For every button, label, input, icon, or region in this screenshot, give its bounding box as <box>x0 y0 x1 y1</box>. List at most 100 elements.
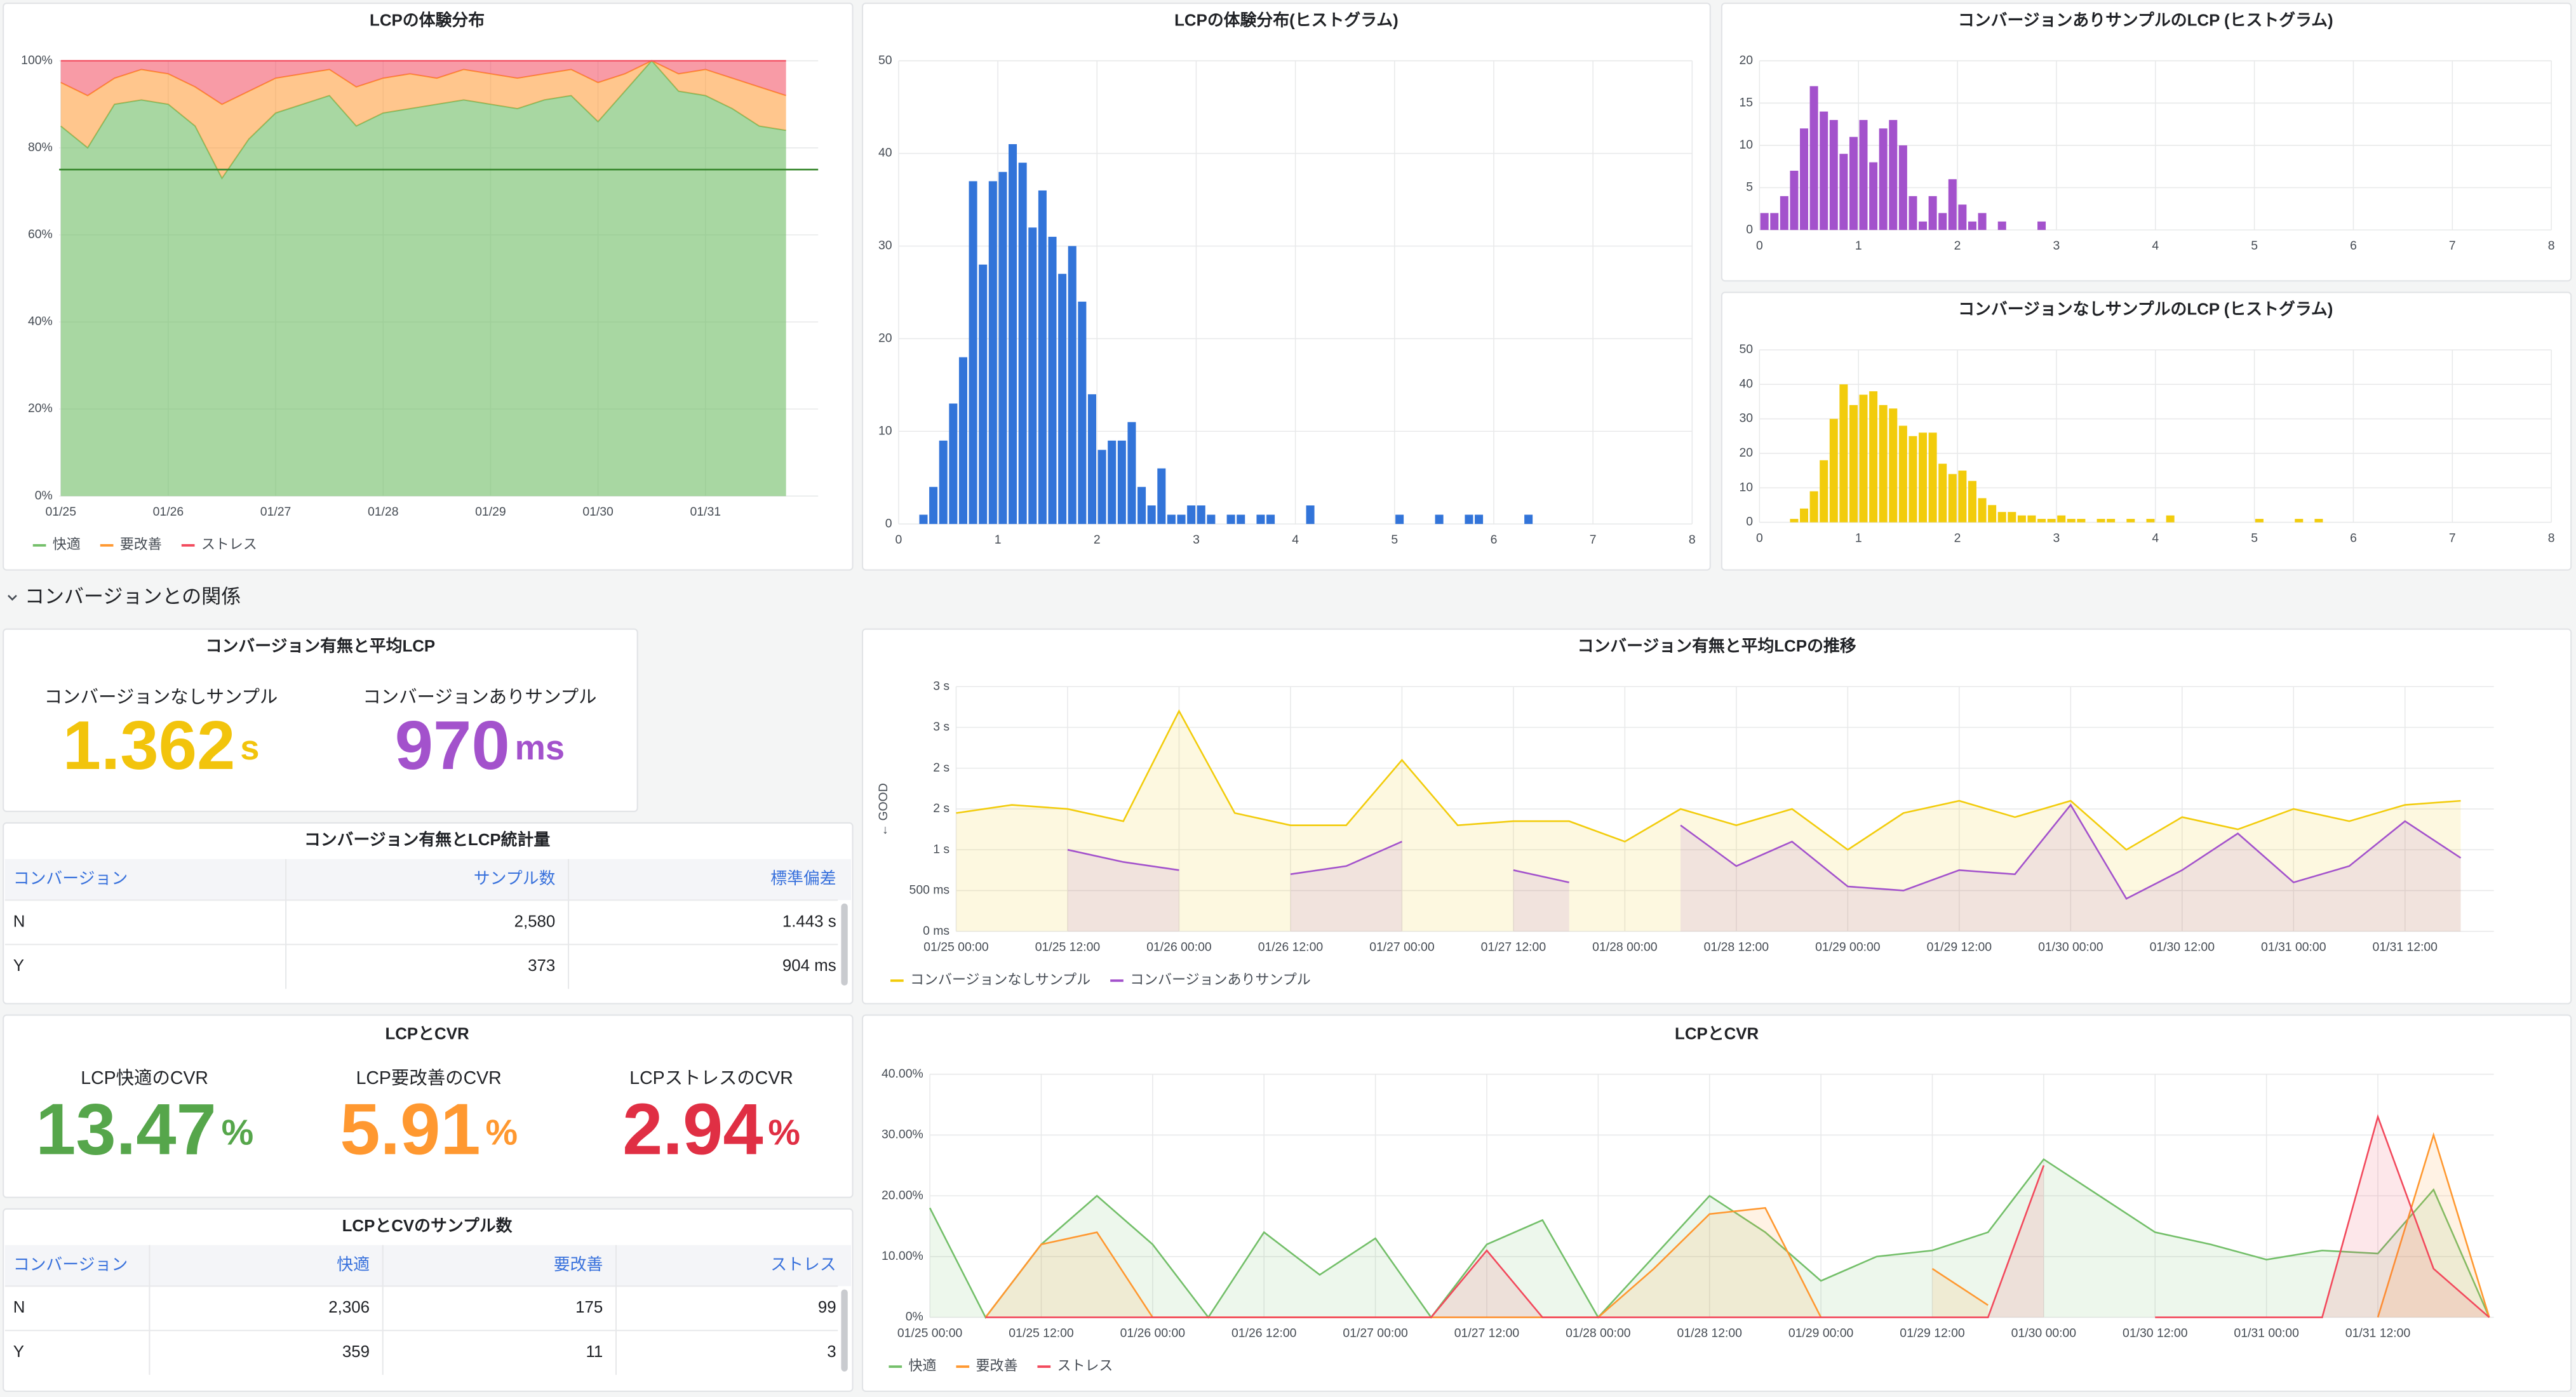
bar <box>1978 213 1987 231</box>
y-tick-label: 0 <box>885 516 892 530</box>
bar <box>1988 505 1997 523</box>
y-tick-label: 10 <box>878 424 892 438</box>
bar <box>1475 514 1484 525</box>
x-tick-label: 01/27 00:00 <box>1343 1327 1408 1340</box>
x-tick-label: 01/29 12:00 <box>1900 1327 1965 1340</box>
x-tick-label: 01/25 12:00 <box>1035 940 1101 954</box>
bar <box>969 181 977 525</box>
legend-label: ストレス <box>201 537 257 552</box>
area <box>60 60 786 497</box>
x-tick-label: 01/25 00:00 <box>923 940 989 954</box>
stat-unit: % <box>485 1112 518 1153</box>
stat-number: 5.91 <box>340 1089 480 1170</box>
y-tick-label: 20 <box>1739 446 1753 460</box>
bar <box>1117 440 1126 525</box>
bar <box>929 486 938 525</box>
x-tick-label: 01/29 12:00 <box>1927 940 1992 954</box>
y-tick-label: 0 <box>1746 515 1753 529</box>
table-cell: 373 <box>528 957 555 975</box>
bar <box>2096 519 2105 523</box>
table-header: 標準偏差 <box>770 869 836 888</box>
y-tick-label: 20 <box>878 331 892 345</box>
bar <box>2008 512 2016 523</box>
x-tick-label: 6 <box>1491 533 1498 547</box>
stat-number: 2.94 <box>622 1089 763 1170</box>
bar <box>2166 515 2175 523</box>
bar <box>1237 514 1245 525</box>
panel-title: コンバージョンなしサンプルのLCP (ヒストグラム) <box>1958 300 2333 319</box>
table-header-bg <box>4 1245 851 1287</box>
x-tick-label: 01/30 00:00 <box>2038 940 2103 954</box>
bar <box>1898 425 1907 523</box>
bar <box>1968 481 1976 523</box>
y-tick-label: 15 <box>1739 95 1753 109</box>
x-tick-label: 3 <box>1193 533 1200 547</box>
table-header: ストレス <box>770 1256 836 1274</box>
line <box>1290 841 1402 876</box>
bar <box>1226 514 1235 525</box>
bar <box>1889 408 1898 523</box>
x-tick-label: 3 <box>2053 239 2060 253</box>
x-tick-label: 01/31 00:00 <box>2234 1327 2299 1340</box>
y-tick-label: 3 s <box>933 720 949 734</box>
bar <box>2017 515 2026 523</box>
panel <box>3 822 854 1005</box>
y-tick-label: 2 s <box>933 761 949 775</box>
y-tick-label: 0% <box>35 488 53 502</box>
scrollbar <box>841 903 848 986</box>
x-tick-label: 5 <box>2251 239 2258 253</box>
bar <box>1938 213 1947 231</box>
bar <box>958 357 967 525</box>
x-tick-label: 01/26 <box>153 505 184 519</box>
bar <box>1800 508 1809 523</box>
legend-label: 快適 <box>908 1358 936 1374</box>
line <box>1680 803 2462 900</box>
legend-label: 要改善 <box>120 537 162 552</box>
x-tick-label: 5 <box>1391 533 1398 547</box>
panel <box>3 1208 854 1392</box>
area-fill <box>1513 870 1569 932</box>
bar <box>2057 515 2066 523</box>
y-tick-label: 100% <box>21 53 53 67</box>
section-title[interactable]: コンバージョンとの関係 <box>25 585 241 608</box>
area-fill <box>2155 1116 2490 1318</box>
x-tick-label: 1 <box>1855 239 1862 253</box>
bar <box>919 514 928 525</box>
x-tick-label: 7 <box>2449 531 2456 545</box>
panel-title: LCPの体験分布(ヒストグラム) <box>1174 11 1399 29</box>
bar <box>1256 514 1265 525</box>
line <box>1513 869 1569 883</box>
bar <box>2255 519 2264 523</box>
line <box>1931 1267 1989 1306</box>
bar <box>1790 170 1799 231</box>
y-tick-label: 30 <box>1739 411 1753 425</box>
stat-number: 1.362 <box>63 707 236 784</box>
bar <box>1078 302 1087 525</box>
x-tick-label: 0 <box>1756 531 1763 545</box>
bar <box>1928 432 1937 523</box>
bar <box>1058 274 1067 525</box>
bar <box>1167 514 1176 525</box>
bar <box>1009 144 1017 525</box>
panel <box>3 628 638 812</box>
bar <box>939 440 948 525</box>
area-fill <box>930 1159 2490 1318</box>
panel-title: LCPとCVのサンプル数 <box>342 1217 513 1235</box>
table-header: コンバージョン <box>13 1256 128 1274</box>
x-tick-label: 2 <box>1954 531 1961 545</box>
stat-label: LCP要改善のCVR <box>356 1068 502 1088</box>
bar <box>2295 519 2304 523</box>
chevron[interactable] <box>8 594 17 601</box>
table-cell: 2,306 <box>328 1299 370 1316</box>
bar <box>1829 119 1838 231</box>
line <box>929 1158 2490 1319</box>
bar <box>1137 486 1146 525</box>
y-tick-label: 0% <box>906 1310 923 1324</box>
area-fill <box>1067 850 1179 932</box>
bar <box>2027 515 2036 523</box>
x-tick-label: 01/30 12:00 <box>2123 1327 2188 1340</box>
x-tick-label: 7 <box>1590 533 1597 547</box>
bar <box>1524 514 1533 525</box>
bar <box>1869 391 1878 523</box>
